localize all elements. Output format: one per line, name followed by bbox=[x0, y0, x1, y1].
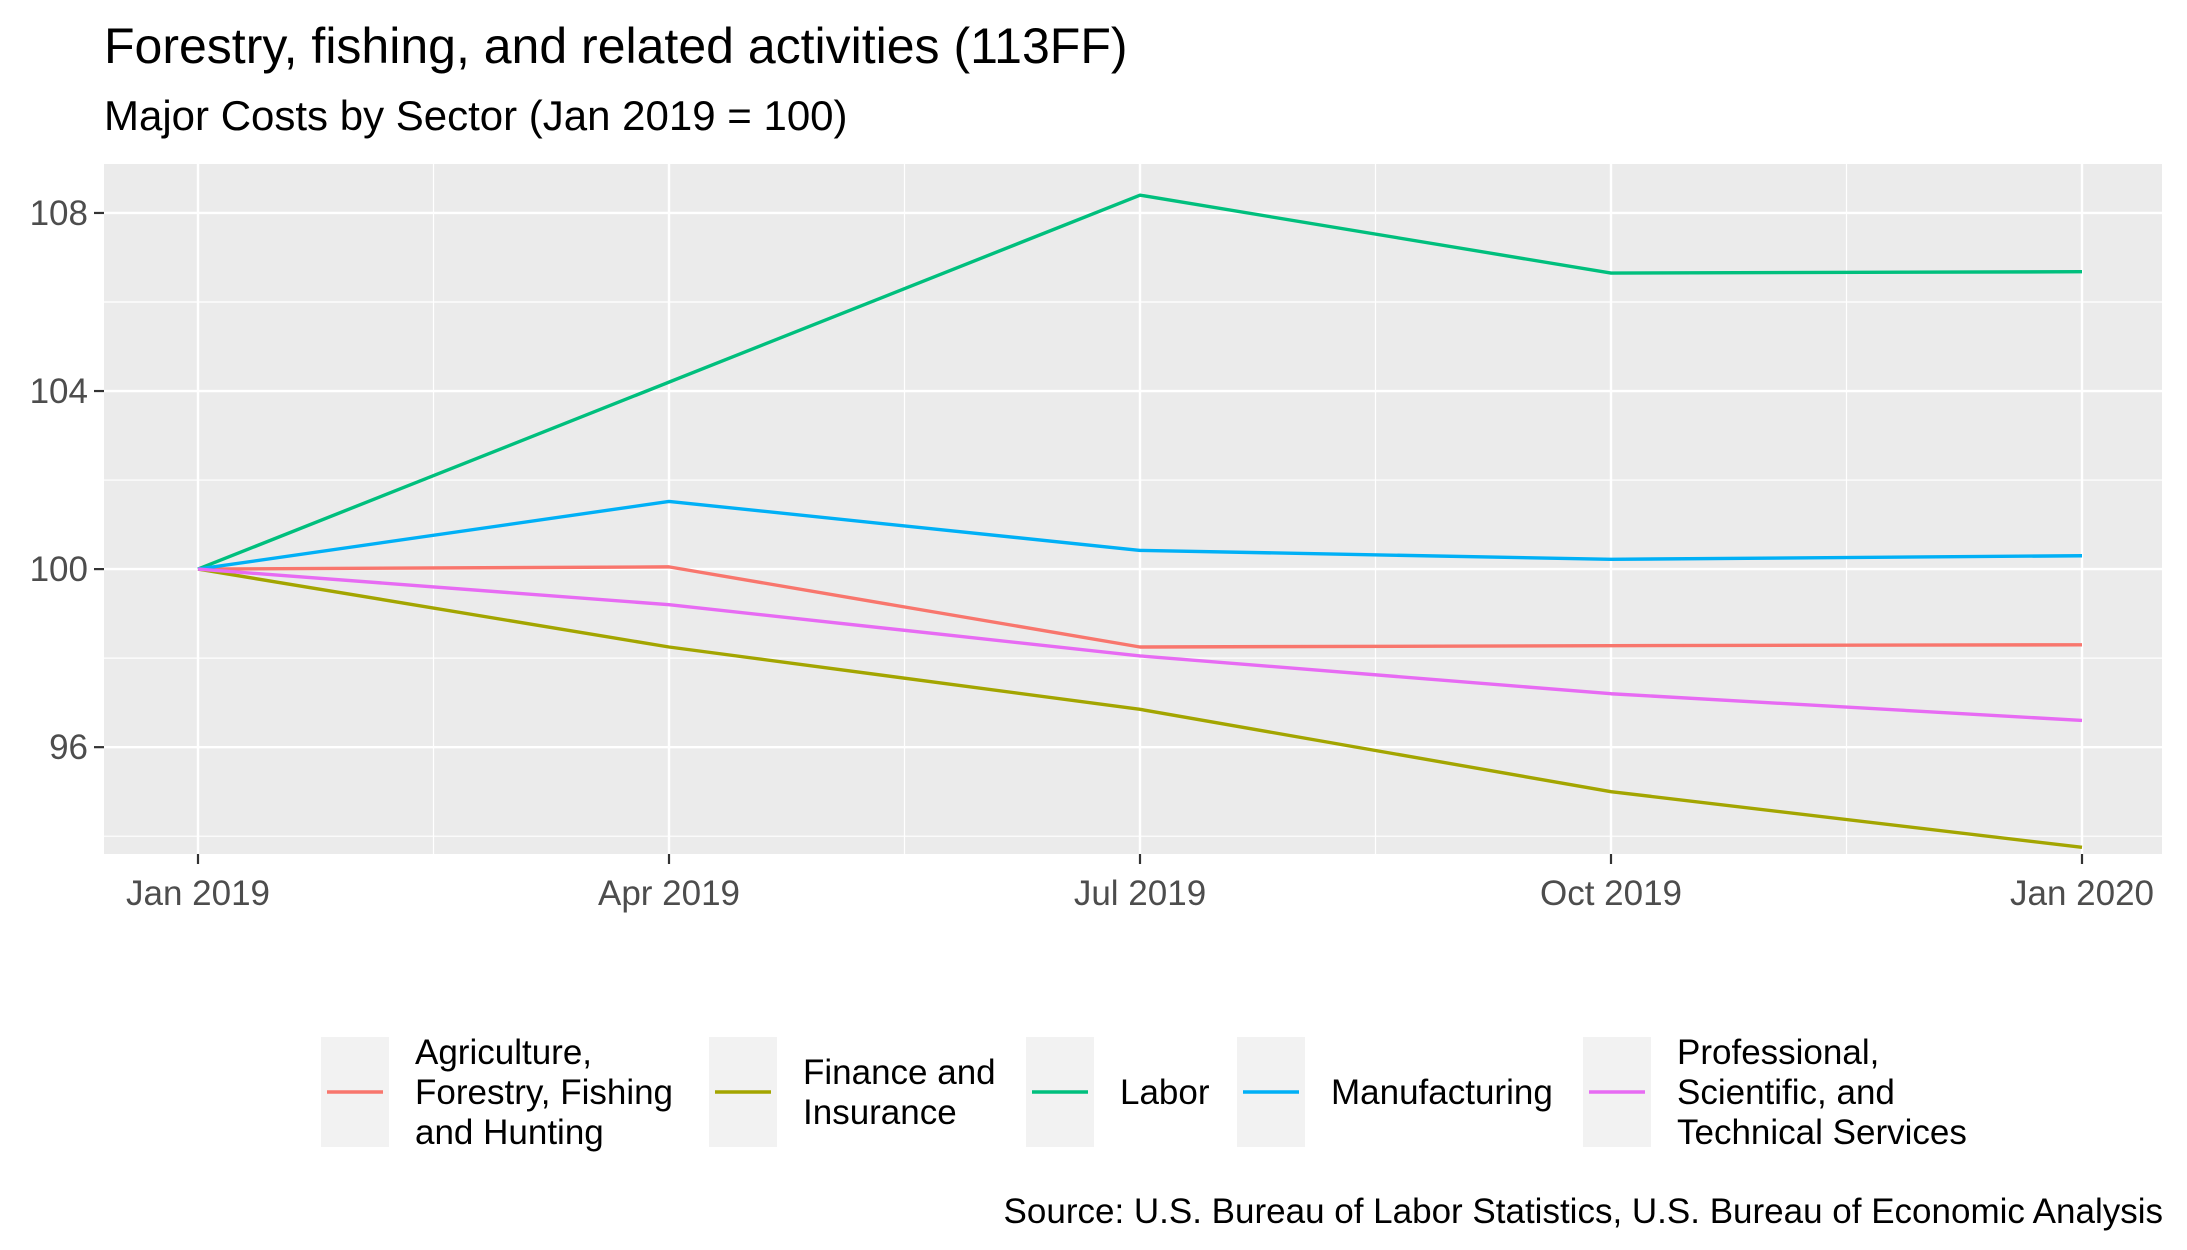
legend-label: Scientific, and bbox=[1677, 1073, 1895, 1112]
major-gridlines bbox=[104, 164, 2162, 854]
chart-caption: Source: U.S. Bureau of Labor Statistics,… bbox=[1004, 1192, 2163, 1231]
x-tick-label: Oct 2019 bbox=[1540, 874, 1682, 913]
legend-label: Professional, bbox=[1677, 1033, 1879, 1072]
minor-gridlines bbox=[104, 164, 2162, 854]
legend-label: Forestry, Fishing bbox=[415, 1073, 673, 1112]
legend-label: Insurance bbox=[803, 1093, 957, 1132]
y-tick-label: 104 bbox=[30, 372, 88, 411]
x-tick-label: Jan 2020 bbox=[2010, 874, 2154, 913]
y-tick-label: 96 bbox=[49, 728, 88, 767]
legend-label: Agriculture, bbox=[415, 1033, 592, 1072]
series-lines bbox=[197, 193, 2083, 850]
plot-panel bbox=[104, 164, 2162, 854]
legend-label: and Hunting bbox=[415, 1113, 604, 1152]
legend-label: Labor bbox=[1120, 1073, 1210, 1112]
y-axis: 96 100 104 108 bbox=[30, 194, 104, 767]
chart-title: Forestry, fishing, and related activitie… bbox=[104, 18, 1128, 74]
x-tick-label: Jan 2019 bbox=[126, 874, 270, 913]
series-line bbox=[197, 565, 2083, 649]
y-tick-label: 100 bbox=[30, 550, 88, 589]
legend-label: Manufacturing bbox=[1331, 1073, 1553, 1112]
x-axis: Jan 2019 Apr 2019 Jul 2019 Oct 2019 Jan 2020 bbox=[126, 854, 2154, 913]
legend-label: Finance and bbox=[803, 1053, 996, 1092]
legend-label: Technical Services bbox=[1677, 1113, 1967, 1152]
series-line bbox=[197, 567, 2083, 723]
y-tick-label: 108 bbox=[30, 194, 88, 233]
series-line bbox=[197, 567, 2083, 850]
x-tick-label: Jul 2019 bbox=[1074, 874, 1206, 913]
x-tick-label: Apr 2019 bbox=[598, 874, 740, 913]
series-line bbox=[197, 499, 2083, 571]
series-line bbox=[197, 193, 2083, 571]
chart-subtitle: Major Costs by Sector (Jan 2019 = 100) bbox=[104, 92, 848, 139]
